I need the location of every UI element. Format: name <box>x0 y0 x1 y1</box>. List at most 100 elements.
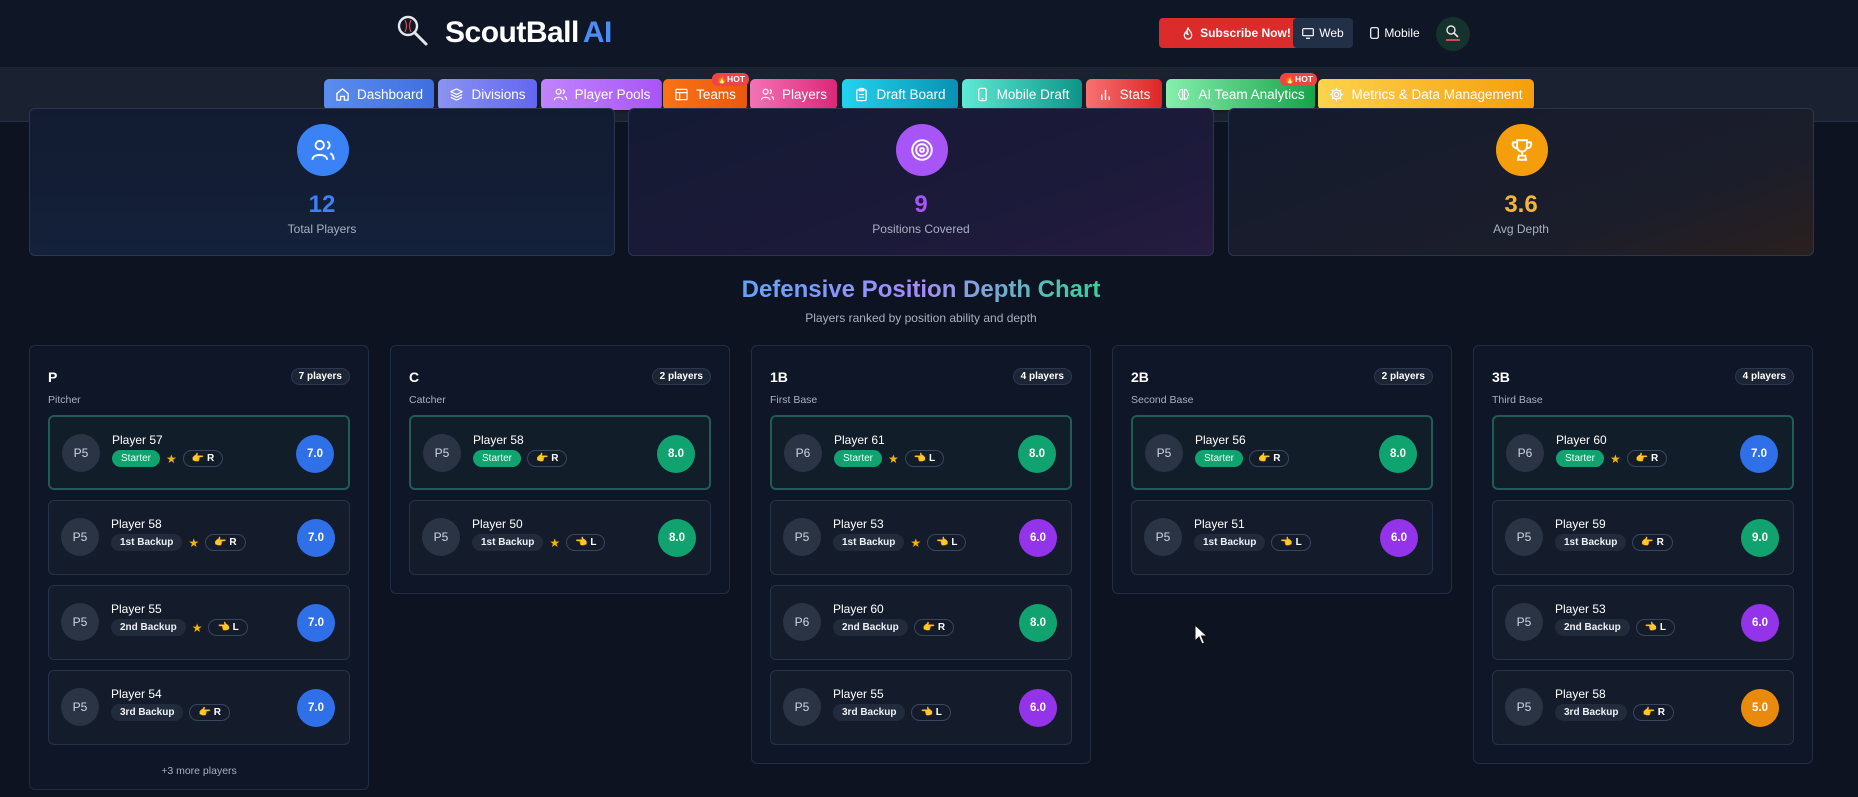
player-name: Player 60 <box>833 602 884 616</box>
player-name: Player 51 <box>1194 517 1245 531</box>
player-name: Player 58 <box>473 433 524 447</box>
stat-value-positions-covered: 9 <box>914 191 928 218</box>
player-name: Player 59 <box>1555 517 1606 531</box>
nav-draft-board[interactable]: Draft Board <box>842 79 958 110</box>
player-tags: 3rd Backup 👈 L <box>833 704 951 721</box>
nav-mobile-draft[interactable]: Mobile Draft <box>962 79 1082 110</box>
nav-dashboard[interactable]: Dashboard <box>324 79 434 110</box>
nav-player-pools[interactable]: Player Pools <box>541 79 662 110</box>
player-card[interactable]: P5 Player 55 2nd Backup ★ 👈 L 7.0 <box>48 585 350 660</box>
player-card[interactable]: P5 Player 59 1st Backup 👉 R 9.0 <box>1492 500 1794 575</box>
stat-label-avg-depth: Avg Depth <box>1493 222 1549 236</box>
player-count-badge: 4 players <box>1012 368 1072 385</box>
player-name: Player 55 <box>833 687 884 701</box>
web-mode-button[interactable]: Web <box>1293 18 1353 48</box>
player-card[interactable]: P6 Player 61 Starter ★ 👈 L 8.0 <box>770 415 1072 490</box>
position-score-badge: 9.0 <box>1741 519 1779 557</box>
star-icon: ★ <box>549 535 561 550</box>
position-score-badge: 5.0 <box>1741 689 1779 727</box>
player-name: Player 53 <box>1555 602 1606 616</box>
player-name: Player 60 <box>1556 433 1607 447</box>
subscribe-label: Subscribe Now! <box>1200 26 1291 40</box>
user-avatar-button[interactable] <box>1436 17 1470 51</box>
nav-draft-board-label: Draft Board <box>876 87 946 102</box>
nav-dashboard-label: Dashboard <box>356 87 424 102</box>
player-tags: 2nd Backup 👈 L <box>1555 619 1676 636</box>
depth-role-badge: 1st Backup <box>111 534 183 551</box>
clipboard-icon <box>856 87 868 102</box>
player-name: Player 58 <box>111 517 162 531</box>
depth-role-badge: 3rd Backup <box>111 704 184 721</box>
player-card[interactable]: P5 Player 58 Starter 👉 R 8.0 <box>409 415 711 490</box>
player-count-badge: 2 players <box>1373 368 1433 385</box>
player-card[interactable]: P5 Player 54 3rd Backup 👉 R 7.0 <box>48 670 350 745</box>
player-card[interactable]: P5 Player 50 1st Backup ★ 👈 L 8.0 <box>409 500 711 575</box>
player-avatar: P5 <box>62 434 100 472</box>
stat-value-avg-depth: 3.6 <box>1504 191 1538 218</box>
flame-icon <box>1183 26 1193 40</box>
player-card[interactable]: P5 Player 55 3rd Backup 👈 L 6.0 <box>770 670 1072 745</box>
position-score-badge: 6.0 <box>1019 519 1057 557</box>
handedness-badge: 👉 R <box>1633 704 1674 721</box>
player-name: Player 56 <box>1195 433 1246 447</box>
player-tags: Starter ★ 👉 R <box>1556 450 1668 467</box>
nav-players-label: Players <box>781 87 827 102</box>
depth-role-badge: Starter <box>1556 450 1605 467</box>
player-name: Player 53 <box>833 517 884 531</box>
nav-metrics-data-management[interactable]: Metrics & Data Management <box>1318 79 1534 110</box>
handedness-badge: 👉 R <box>182 450 224 467</box>
nav-ai-team-analytics-label: AI Team Analytics <box>1198 87 1305 102</box>
table-icon <box>675 88 688 101</box>
mobile-mode-button[interactable]: Mobile <box>1360 18 1430 48</box>
target-icon <box>911 139 933 161</box>
star-icon: ★ <box>910 535 922 550</box>
player-name: Player 57 <box>112 433 163 447</box>
player-card[interactable]: P5 Player 57 Starter ★ 👉 R 7.0 <box>48 415 350 490</box>
position-score-badge: 8.0 <box>1379 435 1417 473</box>
player-card[interactable]: P5 Player 51 1st Backup 👈 L 6.0 <box>1131 500 1433 575</box>
handedness-badge: 👈 L <box>927 534 967 551</box>
depth-role-badge: Starter <box>473 450 522 467</box>
position-score-badge: 6.0 <box>1380 519 1418 557</box>
handedness-badge: 👈 L <box>1271 534 1311 551</box>
more-players-link[interactable]: +3 more players <box>161 765 237 777</box>
player-card[interactable]: P5 Player 56 Starter 👉 R 8.0 <box>1131 415 1433 490</box>
stat-label-positions-covered: Positions Covered <box>872 222 970 236</box>
position-score-badge: 7.0 <box>297 604 335 642</box>
depth-role-badge: 3rd Backup <box>833 704 906 721</box>
star-icon: ★ <box>1610 451 1621 466</box>
nav-ai-team-analytics[interactable]: AI Team Analytics 🔥HOT <box>1166 73 1317 110</box>
handedness-badge: 👈 L <box>911 704 951 721</box>
position-name: First Base <box>770 394 818 406</box>
nav-stats[interactable]: Stats <box>1086 79 1162 110</box>
depth-chart-subtitle: Players ranked by position ability and d… <box>805 311 1037 325</box>
player-card[interactable]: P5 Player 58 1st Backup ★ 👉 R 7.0 <box>48 500 350 575</box>
player-card[interactable]: P5 Player 53 2nd Backup 👈 L 6.0 <box>1492 585 1794 660</box>
player-tags: 3rd Backup 👉 R <box>1555 704 1674 721</box>
web-mode-label: Web <box>1319 26 1344 40</box>
nav-player-pools-label: Player Pools <box>574 87 651 102</box>
home-icon <box>336 88 349 101</box>
depth-chart-title: Defensive Position Depth Chart <box>741 276 1101 303</box>
player-card[interactable]: P5 Player 53 1st Backup ★ 👈 L 6.0 <box>770 500 1072 575</box>
player-avatar: P5 <box>1505 603 1543 641</box>
player-card[interactable]: P5 Player 58 3rd Backup 👉 R 5.0 <box>1492 670 1794 745</box>
nav-divisions[interactable]: Divisions <box>438 79 537 110</box>
nav-teams[interactable]: Teams 🔥HOT <box>663 73 749 110</box>
position-score-badge: 8.0 <box>658 519 696 557</box>
depth-role-badge: Starter <box>1195 450 1244 467</box>
handedness-badge: 👉 R <box>913 619 955 636</box>
layers-icon <box>450 88 464 101</box>
subscribe-button[interactable]: Subscribe Now! <box>1159 18 1314 48</box>
brand-logo[interactable]: ScoutBall AI <box>445 16 612 50</box>
player-card[interactable]: P6 Player 60 2nd Backup 👉 R 8.0 <box>770 585 1072 660</box>
handedness-badge: 👉 R <box>1632 534 1673 551</box>
player-card[interactable]: P6 Player 60 Starter ★ 👉 R 7.0 <box>1492 415 1794 490</box>
player-name: Player 61 <box>834 433 885 447</box>
position-name: Second Base <box>1131 394 1194 406</box>
nav-players[interactable]: Players <box>750 79 837 110</box>
depth-role-badge: Starter <box>834 450 883 467</box>
player-name: Player 50 <box>472 517 523 531</box>
player-tags: 2nd Backup ★ 👈 L <box>111 619 248 636</box>
player-avatar: P6 <box>783 603 821 641</box>
